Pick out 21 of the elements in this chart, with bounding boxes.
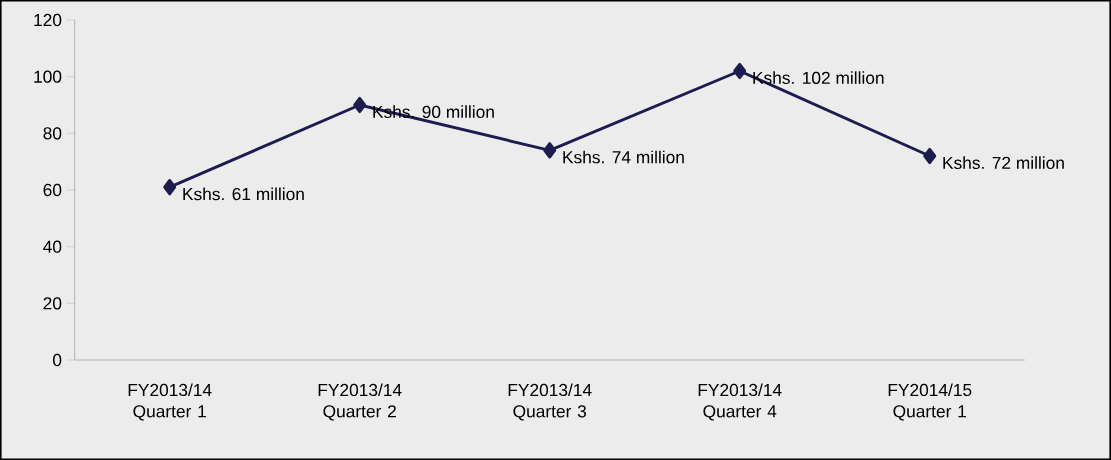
point [163, 179, 177, 196]
data-label: Kshs. 74 million [563, 150, 684, 164]
y-tick-label: 120 [34, 13, 62, 27]
y-tick-label: 60 [43, 183, 62, 197]
data-label: Kshs. 72 million [943, 156, 1064, 170]
x-tick-label: FY2013/14 Quarter 3 [508, 383, 592, 421]
y-tick-label: 0 [53, 353, 62, 367]
y-tick-label: 20 [43, 297, 62, 310]
data-label: Kshs. 102 million [753, 71, 884, 85]
y-tick-label: 40 [43, 240, 62, 253]
point [733, 62, 747, 80]
y-tick-label: 80 [43, 127, 62, 140]
data-label: Kshs. 61 million [183, 187, 304, 201]
x-tick-label: FY2013/14 Quarter 1 [128, 383, 212, 421]
point [353, 96, 367, 114]
x-tick-label: FY2013/14 Quarter 2 [318, 383, 402, 421]
y-tick-label: 100 [34, 70, 62, 83]
x-tick-label: FY2013/14 Quarter 4 [698, 383, 782, 421]
x-tick-label: FY2014/15 Quarter 1 [888, 383, 972, 421]
point [543, 142, 557, 159]
point [923, 147, 937, 165]
